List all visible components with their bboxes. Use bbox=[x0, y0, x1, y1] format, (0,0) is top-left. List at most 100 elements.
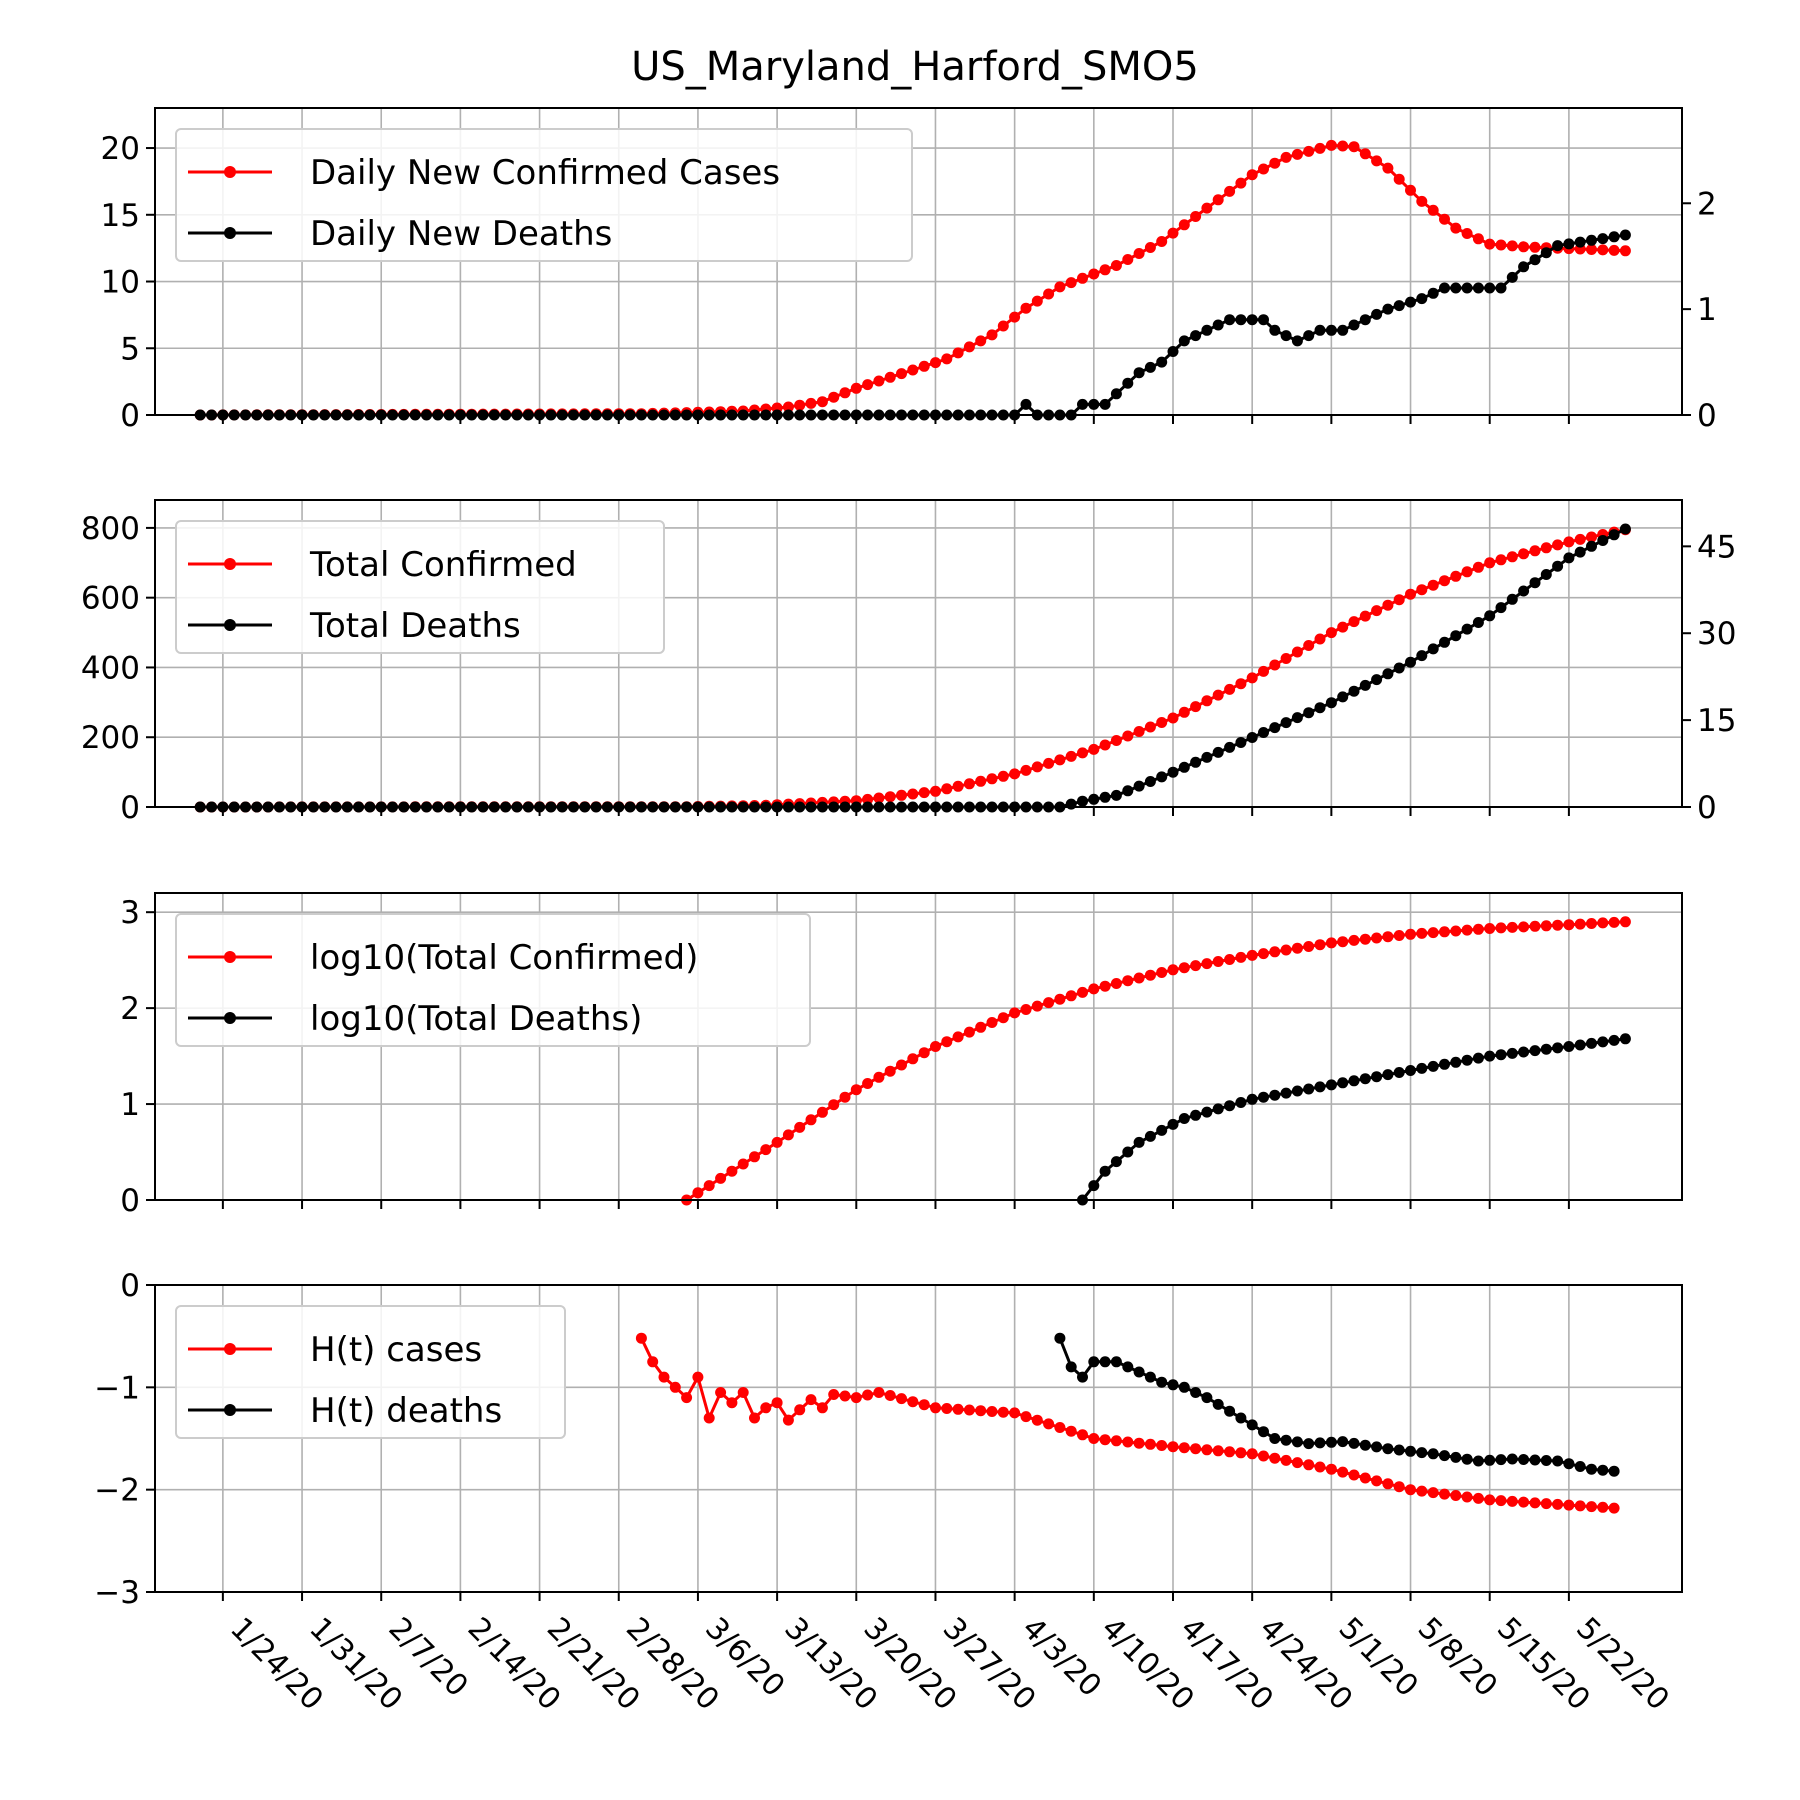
data-point bbox=[1359, 1439, 1371, 1451]
data-point bbox=[1099, 264, 1111, 276]
data-point bbox=[1201, 1106, 1213, 1118]
data-point bbox=[941, 353, 953, 365]
data-point bbox=[1246, 732, 1258, 743]
data-point bbox=[1224, 683, 1236, 695]
data-point bbox=[952, 347, 964, 359]
data-point bbox=[1450, 925, 1462, 937]
legend-swatch-marker bbox=[224, 227, 236, 239]
data-point bbox=[1099, 791, 1111, 803]
data-point bbox=[1495, 922, 1507, 934]
data-point bbox=[1246, 314, 1258, 326]
data-point bbox=[1574, 1039, 1586, 1051]
legend-swatch-marker bbox=[224, 619, 236, 631]
data-point bbox=[1337, 324, 1349, 336]
data-point bbox=[839, 1390, 851, 1402]
data-point bbox=[1461, 924, 1473, 936]
data-point bbox=[1099, 398, 1111, 410]
data-point bbox=[1291, 1436, 1303, 1448]
data-point bbox=[1348, 1469, 1360, 1481]
legend-entry: log10(Total Deaths) bbox=[310, 999, 642, 1039]
data-point bbox=[1608, 1465, 1620, 1477]
legend-entry: Daily New Deaths bbox=[310, 214, 612, 254]
data-point bbox=[1529, 920, 1541, 932]
data-point bbox=[1235, 951, 1247, 963]
y-tick-label: 0 bbox=[120, 1183, 140, 1219]
data-point bbox=[1484, 610, 1496, 622]
data-point bbox=[1552, 1498, 1564, 1510]
data-point bbox=[1518, 1046, 1530, 1058]
y-tick-label: 15 bbox=[101, 198, 140, 234]
data-point bbox=[1303, 941, 1315, 952]
y2-tick-label: 0 bbox=[1697, 790, 1717, 826]
data-point bbox=[1077, 272, 1088, 284]
data-point bbox=[1303, 1459, 1315, 1471]
legend-swatch-marker bbox=[224, 166, 236, 178]
data-point bbox=[1405, 928, 1416, 940]
data-point bbox=[1246, 169, 1258, 181]
data-point bbox=[1506, 271, 1518, 283]
legend-swatch-marker bbox=[224, 1404, 236, 1416]
data-point bbox=[975, 1021, 987, 1033]
data-point bbox=[1563, 1499, 1575, 1511]
data-point bbox=[1563, 536, 1575, 548]
data-point bbox=[1144, 969, 1156, 981]
data-point bbox=[749, 1151, 760, 1163]
data-point bbox=[1212, 194, 1224, 206]
data-point bbox=[839, 1091, 851, 1103]
data-point bbox=[975, 335, 987, 347]
data-point bbox=[1427, 579, 1439, 591]
data-point bbox=[1031, 761, 1043, 773]
data-point bbox=[1416, 1447, 1428, 1459]
data-point bbox=[986, 773, 998, 785]
data-point bbox=[1088, 1180, 1100, 1192]
data-point bbox=[805, 1394, 817, 1406]
data-point bbox=[1269, 1452, 1281, 1464]
data-point bbox=[941, 1036, 953, 1048]
data-point bbox=[1371, 308, 1383, 320]
data-point bbox=[1371, 932, 1383, 944]
data-point bbox=[1472, 233, 1484, 245]
data-point bbox=[1190, 756, 1202, 768]
data-point bbox=[1597, 1501, 1609, 1513]
data-point bbox=[1258, 1426, 1269, 1438]
data-point bbox=[997, 1012, 1009, 1024]
data-point bbox=[1371, 155, 1383, 167]
data-point bbox=[896, 1059, 907, 1071]
data-point bbox=[1031, 1414, 1043, 1426]
data-point bbox=[1472, 1492, 1484, 1504]
data-point bbox=[1314, 324, 1326, 336]
data-point bbox=[1529, 1045, 1541, 1057]
data-point bbox=[1258, 314, 1269, 326]
data-point bbox=[1065, 1361, 1077, 1373]
data-point bbox=[1156, 771, 1168, 783]
data-point bbox=[1020, 302, 1032, 314]
data-point bbox=[1348, 616, 1360, 628]
data-point bbox=[782, 1414, 794, 1426]
legend: Daily New Confirmed Cases Daily New Death… bbox=[175, 128, 913, 262]
data-point bbox=[1484, 1454, 1496, 1466]
data-point bbox=[1608, 1034, 1620, 1046]
data-point bbox=[952, 780, 964, 792]
data-point bbox=[1291, 148, 1303, 160]
y2-tick-label: 30 bbox=[1697, 616, 1736, 652]
legend: Total Confirmed Total Deaths bbox=[175, 520, 665, 654]
y-tick-label: 10 bbox=[101, 265, 140, 301]
data-point bbox=[1258, 163, 1269, 175]
data-point bbox=[1178, 706, 1190, 718]
data-point bbox=[1246, 1448, 1258, 1460]
data-point bbox=[1133, 1366, 1145, 1378]
data-point bbox=[1077, 1429, 1088, 1441]
data-point bbox=[1167, 712, 1179, 724]
data-point bbox=[1552, 919, 1564, 931]
data-point bbox=[703, 1180, 715, 1192]
data-point bbox=[1405, 1065, 1416, 1076]
data-point bbox=[1167, 1118, 1179, 1130]
data-point bbox=[1597, 233, 1609, 245]
data-point bbox=[1574, 1500, 1586, 1512]
data-point bbox=[703, 1412, 715, 1424]
data-point bbox=[930, 785, 941, 797]
data-point bbox=[896, 368, 907, 380]
data-point bbox=[635, 1332, 647, 1344]
data-point bbox=[1280, 1434, 1292, 1446]
data-point bbox=[1461, 1453, 1473, 1465]
